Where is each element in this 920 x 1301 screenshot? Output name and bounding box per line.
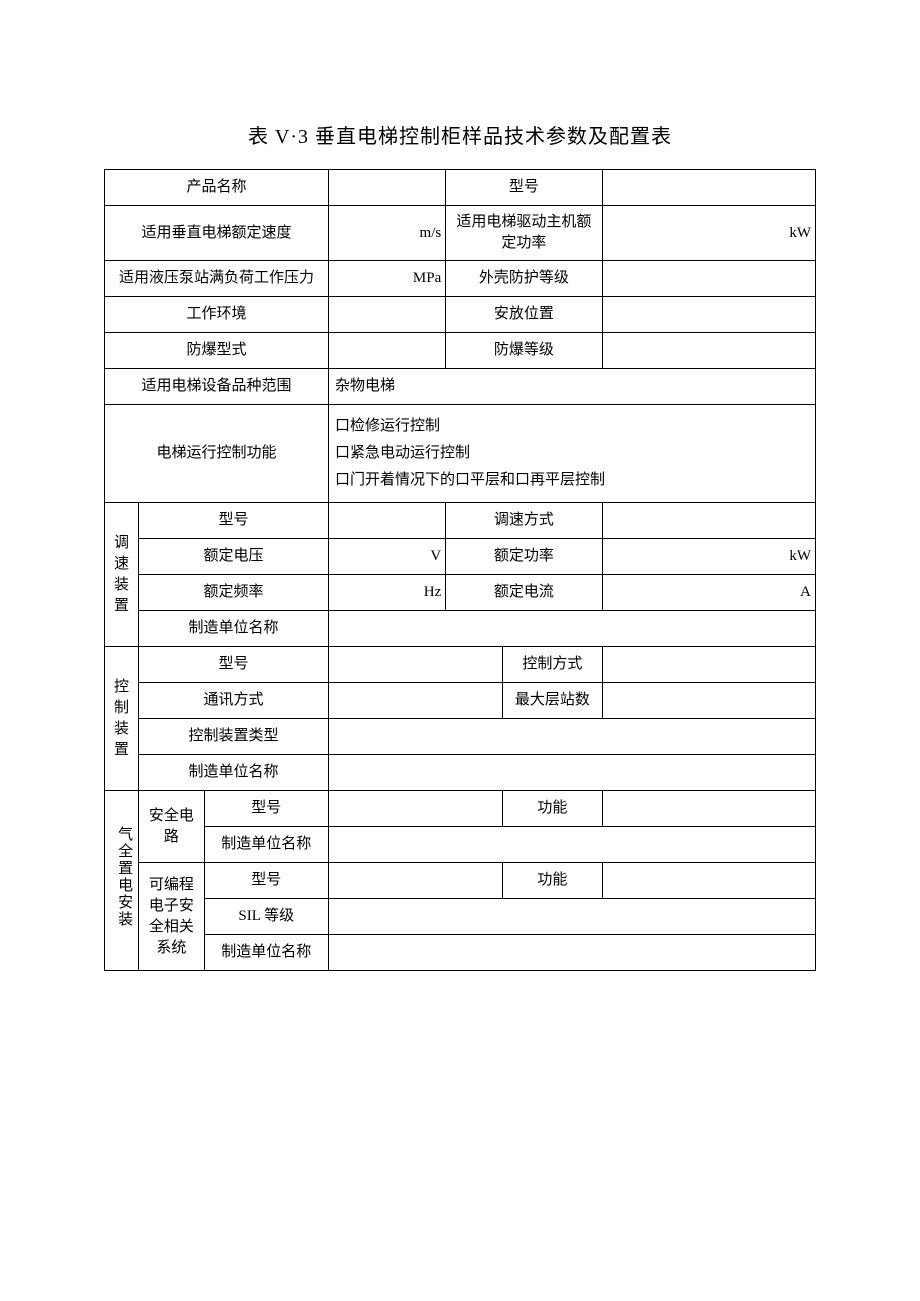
label-explosion-grade: 防爆等级 — [446, 333, 602, 369]
value-pesr-model — [328, 863, 502, 899]
table-row: 防爆型式 防爆等级 — [105, 333, 816, 369]
value-motor-power: kW — [602, 206, 815, 261]
table-row: 制造单位名称 — [105, 935, 816, 971]
value-rated-speed: m/s — [328, 206, 445, 261]
value-sd-model — [328, 503, 445, 539]
value-sc-maker — [328, 827, 815, 863]
label-sc-maker: 制造单位名称 — [204, 827, 328, 863]
value-model — [602, 170, 815, 206]
table-row: 控制装置 型号 控制方式 — [105, 647, 816, 683]
value-sd-freq: Hz — [328, 575, 445, 611]
label-cd-comm: 通讯方式 — [139, 683, 329, 719]
label-sc-function: 功能 — [503, 791, 603, 827]
label-cd-type: 控制装置类型 — [139, 719, 329, 755]
label-explosion-type: 防爆型式 — [105, 333, 329, 369]
table-row: 电梯运行控制功能 口检修运行控制 口紧急电动运行控制 口门开着情况下的口平层和口… — [105, 405, 816, 503]
table-row: 气全置电安装 安全电路 型号 功能 — [105, 791, 816, 827]
label-work-env: 工作环境 — [105, 297, 329, 333]
table-row: 控制装置类型 — [105, 719, 816, 755]
table-row: 适用电梯设备品种范围 杂物电梯 — [105, 369, 816, 405]
table-row: 可编程电子安全相关系统 型号 功能 — [105, 863, 816, 899]
value-pesr-function — [602, 863, 815, 899]
label-rated-speed: 适用垂直电梯额定速度 — [105, 206, 329, 261]
value-explosion-grade — [602, 333, 815, 369]
label-model: 型号 — [446, 170, 602, 206]
table-row: 调速装置 型号 调速方式 — [105, 503, 816, 539]
group-speed-device: 调速装置 — [105, 503, 139, 647]
table-row: SIL 等级 — [105, 899, 816, 935]
table-row: 通讯方式 最大层站数 — [105, 683, 816, 719]
page-title: 表 V·3 垂直电梯控制柜样品技术参数及配置表 — [104, 120, 816, 149]
sub-pesr: 可编程电子安全相关系统 — [139, 863, 204, 971]
value-work-env — [328, 297, 445, 333]
group-control-device: 控制装置 — [105, 647, 139, 791]
value-shell-protect — [602, 261, 815, 297]
label-pesr-function: 功能 — [503, 863, 603, 899]
table-row: 额定电压 V 额定功率 kW — [105, 539, 816, 575]
label-equip-range: 适用电梯设备品种范围 — [105, 369, 329, 405]
label-run-control: 电梯运行控制功能 — [105, 405, 329, 503]
sub-safety-circuit: 安全电路 — [139, 791, 204, 863]
label-sd-current: 额定电流 — [446, 575, 602, 611]
value-sd-speed-mode — [602, 503, 815, 539]
label-placement: 安放位置 — [446, 297, 602, 333]
value-sc-model — [328, 791, 502, 827]
value-cd-comm — [328, 683, 502, 719]
label-pesr-model: 型号 — [204, 863, 328, 899]
label-cd-model: 型号 — [139, 647, 329, 683]
value-cd-type — [328, 719, 815, 755]
value-sc-function — [602, 791, 815, 827]
table-row: 制造单位名称 — [105, 611, 816, 647]
value-run-control: 口检修运行控制 口紧急电动运行控制 口门开着情况下的口平层和口再平层控制 — [328, 405, 815, 503]
value-cd-maker — [328, 755, 815, 791]
table-row: 制造单位名称 — [105, 827, 816, 863]
label-sd-maker: 制造单位名称 — [139, 611, 329, 647]
value-sd-current: A — [602, 575, 815, 611]
value-placement — [602, 297, 815, 333]
value-pesr-maker — [328, 935, 815, 971]
value-sd-voltage: V — [328, 539, 445, 575]
label-pump-pressure: 适用液压泵站满负荷工作压力 — [105, 261, 329, 297]
label-sd-power: 额定功率 — [446, 539, 602, 575]
value-equip-range: 杂物电梯 — [328, 369, 815, 405]
table-row: 制造单位名称 — [105, 755, 816, 791]
label-product-name: 产品名称 — [105, 170, 329, 206]
value-pesr-sil — [328, 899, 815, 935]
label-sd-freq: 额定频率 — [139, 575, 329, 611]
value-pump-pressure: MPa — [328, 261, 445, 297]
label-sc-model: 型号 — [204, 791, 328, 827]
group-safety: 气全置电安装 — [105, 791, 139, 971]
spec-table: 产品名称 型号 适用垂直电梯额定速度 m/s 适用电梯驱动主机额定功率 kW 适… — [104, 169, 816, 971]
table-row: 工作环境 安放位置 — [105, 297, 816, 333]
value-sd-maker — [328, 611, 815, 647]
label-pesr-maker: 制造单位名称 — [204, 935, 328, 971]
label-sd-model: 型号 — [139, 503, 329, 539]
value-product-name — [328, 170, 445, 206]
label-motor-power: 适用电梯驱动主机额定功率 — [446, 206, 602, 261]
table-row: 适用液压泵站满负荷工作压力 MPa 外壳防护等级 — [105, 261, 816, 297]
label-cd-control-mode: 控制方式 — [503, 647, 603, 683]
value-cd-model — [328, 647, 502, 683]
value-cd-control-mode — [602, 647, 815, 683]
table-row: 产品名称 型号 — [105, 170, 816, 206]
label-pesr-sil: SIL 等级 — [204, 899, 328, 935]
label-sd-voltage: 额定电压 — [139, 539, 329, 575]
label-cd-max-floors: 最大层站数 — [503, 683, 603, 719]
table-row: 额定频率 Hz 额定电流 A — [105, 575, 816, 611]
label-shell-protect: 外壳防护等级 — [446, 261, 602, 297]
value-cd-max-floors — [602, 683, 815, 719]
label-cd-maker: 制造单位名称 — [139, 755, 329, 791]
label-sd-speed-mode: 调速方式 — [446, 503, 602, 539]
value-explosion-type — [328, 333, 445, 369]
table-row: 适用垂直电梯额定速度 m/s 适用电梯驱动主机额定功率 kW — [105, 206, 816, 261]
value-sd-power: kW — [602, 539, 815, 575]
